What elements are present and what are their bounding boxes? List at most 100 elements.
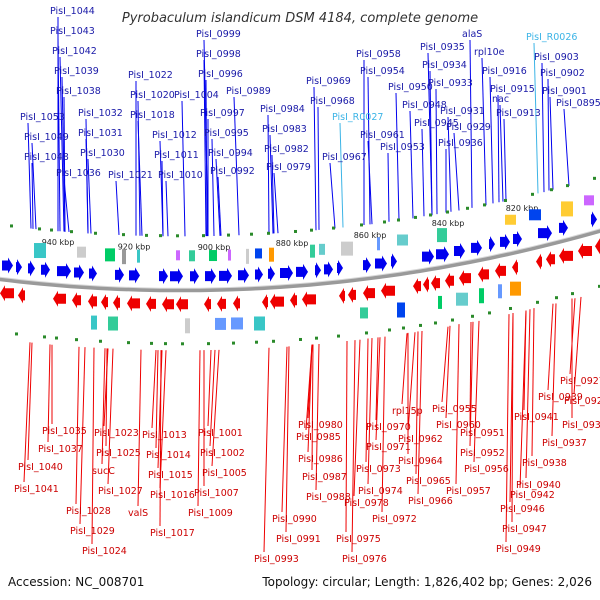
- leader-line-forward: [395, 92, 400, 221]
- gene-label-forward: PisI_0950: [388, 82, 433, 93]
- gc-marker: [227, 233, 230, 237]
- gc-marker: [150, 341, 153, 345]
- gc-marker: [38, 227, 41, 231]
- gene-label-reverse: PisI_0974: [358, 486, 403, 497]
- gene-label-reverse: PisI_1014: [146, 450, 191, 461]
- leader-line-reverse: [159, 350, 162, 527]
- leader-line-reverse: [263, 347, 270, 553]
- gene-label-reverse: PisI_0940: [516, 480, 561, 491]
- gc-marker: [360, 223, 363, 227]
- forward-gene-arrow: [436, 246, 449, 263]
- gc-marker: [127, 341, 130, 345]
- cog-block-forward: [105, 248, 115, 262]
- leader-line-forward: [271, 154, 275, 234]
- gene-label-reverse: PisI_0938: [522, 458, 567, 469]
- gene-label-forward: PisI_0984: [260, 104, 305, 115]
- leader-line-forward: [205, 79, 208, 237]
- gene-label-reverse: PisI_0964: [398, 456, 443, 467]
- gene-label-reverse: PisI_0966: [408, 496, 453, 507]
- leader-line-forward: [203, 59, 207, 237]
- reverse-gene-arrow: [459, 270, 471, 287]
- leader-line-reverse: [311, 344, 314, 471]
- reverse-gene-arrow: [363, 285, 375, 302]
- forward-gene-arrow: [591, 211, 597, 228]
- gene-label-reverse: PisI_0980: [298, 420, 343, 431]
- gene-label-forward: PisI_0967: [322, 152, 367, 163]
- forward-gene-arrow: [471, 239, 482, 256]
- gc-marker: [207, 342, 210, 346]
- leader-line-forward: [503, 118, 507, 201]
- kbp-tick-label: 920 kbp: [118, 243, 151, 252]
- gene-label-forward: PisI_0992: [210, 166, 255, 177]
- gene-label-reverse: PisI_1024: [82, 546, 127, 557]
- leader-line-reverse: [469, 322, 472, 427]
- leader-line-forward: [367, 140, 373, 225]
- reverse-gene-arrow: [445, 272, 454, 289]
- forward-gene-arrow: [559, 219, 568, 236]
- gene-label-reverse: PisI_0987: [302, 472, 347, 483]
- gc-marker: [181, 342, 184, 346]
- leader-line-reverse: [47, 344, 51, 443]
- leader-line-reverse: [159, 350, 167, 489]
- gc-marker: [388, 328, 391, 332]
- kbp-tick-label: 880 kbp: [276, 239, 309, 248]
- leader-line-forward: [387, 152, 390, 222]
- leader-line-reverse: [531, 308, 535, 457]
- leader-line-reverse: [381, 336, 386, 513]
- gc-marker: [550, 188, 553, 192]
- leader-line-forward: [63, 96, 66, 232]
- gene-labels: PisI_1044 PisI_1043 PisI_1042 PisI_1039 PisI…: [14, 6, 600, 565]
- gene-label-forward: PisI_0901: [542, 86, 587, 97]
- forward-gene-arrow: [280, 264, 293, 281]
- gene-label-reverse: PisI_1041: [14, 484, 59, 495]
- leader-line-forward: [269, 134, 274, 234]
- gene-label-reverse: PisI_0971: [366, 442, 411, 453]
- forward-gene-arrow: [268, 265, 275, 282]
- gene-label-forward: PisI_1038: [56, 86, 101, 97]
- cog-block-forward: [584, 195, 594, 206]
- gc-marker: [598, 284, 600, 288]
- forward-gene-arrow: [2, 257, 13, 274]
- leader-line-forward: [429, 70, 433, 216]
- gene-label-reverse: PisI_0993: [254, 554, 299, 565]
- gene-label-forward: PisI_1032: [78, 108, 123, 119]
- gene-label-forward: PisI_0935: [420, 42, 465, 53]
- reverse-gene-arrow: [101, 294, 108, 311]
- gene-label-forward: PisI_0961: [360, 130, 405, 141]
- forward-gene-arrow: [115, 266, 124, 283]
- gc-marker: [414, 215, 417, 219]
- gene-label-forward: PisI_0945: [414, 118, 459, 129]
- gc-marker: [332, 226, 335, 230]
- cog-block-reverse: [215, 317, 226, 330]
- gene-label-reverse: sucC: [92, 466, 115, 477]
- gene-label-forward: PisI_1044: [50, 6, 95, 17]
- forward-gene-arrow: [296, 263, 308, 280]
- cog-block-forward: [319, 243, 325, 255]
- gene-label-forward: PisI_0903: [534, 52, 579, 63]
- gene-label-forward: PisI_0997: [200, 108, 245, 119]
- gene-label-reverse: PisI_0927: [560, 376, 600, 387]
- cog-block-forward: [255, 248, 262, 259]
- gene-label-forward: PisI_1018: [130, 110, 175, 121]
- reverse-gene-arrow: [339, 287, 345, 304]
- leader-line-forward: [87, 158, 92, 234]
- gene-label-forward: PisI_0989: [226, 86, 271, 97]
- reverse-gene-arrow: [217, 295, 226, 312]
- forward-gene-arrow: [255, 266, 263, 283]
- gene-label-forward: PisI_1011: [154, 150, 199, 161]
- genome-features: 940 kbp 920 kbp 900 kbp 880 kbp 860 kbp 840 k…: [0, 176, 600, 346]
- cog-block-reverse: [91, 315, 97, 330]
- gene-label-forward: PisI_R0027: [332, 112, 383, 123]
- gc-marker: [159, 234, 162, 238]
- gc-marker: [504, 198, 507, 202]
- gene-label-forward: PisI_0895: [556, 98, 600, 109]
- gene-label-reverse: PisI_0946: [500, 504, 545, 515]
- gene-label-forward: PisI_0995: [204, 128, 249, 139]
- leader-line-forward: [421, 128, 425, 217]
- gene-label-forward: PisI_1022: [128, 70, 173, 81]
- gc-marker: [255, 340, 258, 344]
- cog-block-reverse: [510, 281, 521, 296]
- gene-label-reverse: PisI_0951: [460, 428, 505, 439]
- gene-label-forward: PisI_0994: [208, 148, 253, 159]
- gc-marker: [310, 228, 313, 232]
